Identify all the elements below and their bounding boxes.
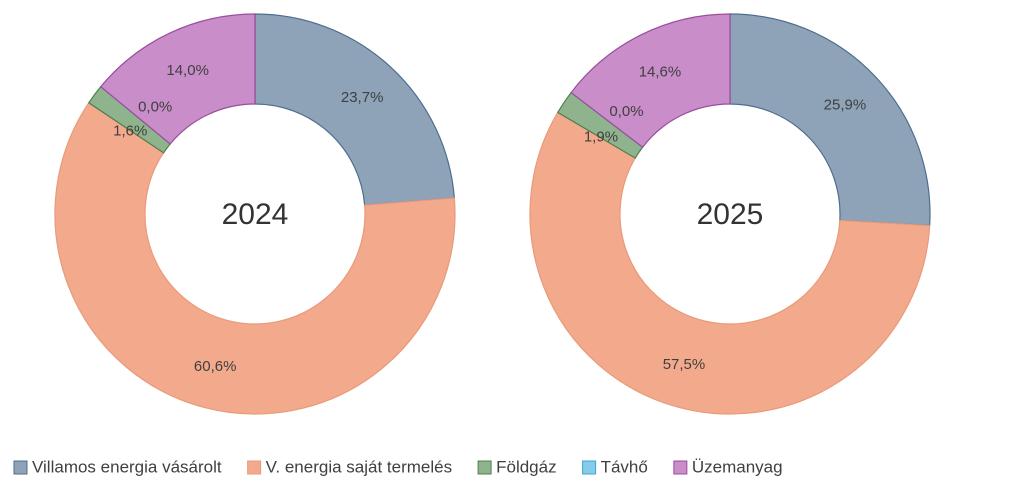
data-label: 25,9% <box>824 97 867 114</box>
center-label: 2025 <box>697 198 764 231</box>
legend-label: V. energia saját termelés <box>266 457 452 476</box>
donut-slice <box>54 101 456 415</box>
data-label: 0,0% <box>138 98 172 115</box>
legend-label: Üzemanyag <box>692 457 783 476</box>
data-label: 14,0% <box>166 62 209 79</box>
center-label: 2024 <box>222 198 289 231</box>
legend-swatch <box>582 460 597 475</box>
legend-swatch <box>247 460 262 475</box>
data-label: 14,6% <box>639 63 682 80</box>
data-label: 60,6% <box>194 358 237 375</box>
data-label: 1,6% <box>113 123 147 140</box>
donut-slice <box>529 111 931 415</box>
data-label: 57,5% <box>663 356 706 373</box>
legend-label: Távhő <box>601 457 648 476</box>
donut-slice <box>570 13 731 149</box>
donut-slice <box>729 13 931 227</box>
data-label: 23,7% <box>341 89 384 106</box>
legend-label: Földgáz <box>496 457 556 476</box>
donut-slice <box>254 13 456 206</box>
legend-label: Villamos energia vásárolt <box>32 457 222 476</box>
data-label: 0,0% <box>609 103 643 120</box>
legend-swatch <box>673 460 688 475</box>
data-label: 1,9% <box>584 129 618 146</box>
legend-swatch <box>13 460 28 475</box>
legend-swatch <box>477 460 492 475</box>
donut-slice <box>99 13 256 145</box>
